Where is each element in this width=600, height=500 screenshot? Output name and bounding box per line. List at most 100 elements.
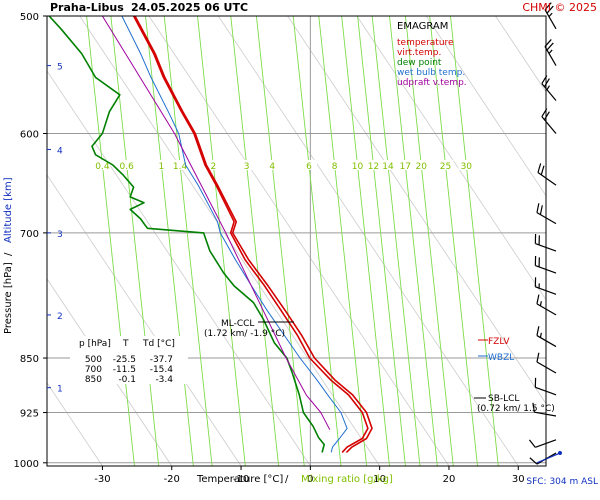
mixing-ratio-label: 30 (461, 162, 473, 172)
wind-barb-half-feather (548, 12, 553, 18)
wind-barb-feather (536, 352, 540, 363)
x-axis-label-mixing: Mixing ratio [g/kg] (301, 474, 393, 485)
wind-barb (541, 75, 557, 101)
dry-adiabat-line (287, 16, 546, 405)
x-tick-label: 0 (307, 474, 313, 485)
dry-adiabat-line (425, 16, 546, 197)
mixing-ratio-label: 8 (332, 162, 338, 172)
y-tick-label: 850 (20, 354, 39, 365)
table-cell: -3.4 (155, 375, 173, 385)
wind-barb-feather (528, 439, 536, 448)
x-axis-separator: / (285, 474, 289, 485)
table-cell: -0.1 (118, 375, 136, 385)
wind-barb-feather (532, 402, 535, 413)
x-tick-label: 30 (512, 474, 525, 485)
mixing-ratio-label: 14 (382, 162, 394, 172)
series-line-dew-point (48, 16, 325, 453)
wind-barb-feather (546, 5, 554, 14)
x-tick-label: -10 (233, 474, 249, 485)
y-tick-label: 1000 (14, 459, 39, 470)
wind-barb-shaft (544, 46, 557, 66)
mixing-ratio-line (357, 16, 406, 466)
table-cell: 700 (85, 365, 102, 375)
dry-adiabat-line (47, 174, 242, 466)
altitude-tick-label: 4 (57, 146, 63, 156)
altitude-tick-label: 1 (57, 385, 63, 395)
wind-barb-half-feather (546, 85, 550, 91)
mixing-ratio-lines: 0.4 0.6 1 1.4 2 3 4 6 8 10 12 14 17 20 25 30 (86, 16, 499, 466)
mixing-ratio-label-bg (397, 159, 414, 170)
table-background (70, 336, 188, 384)
wind-barb (532, 402, 557, 417)
mixing-ratio-line (404, 16, 454, 466)
x-axis-label: Temperature [°C] (196, 474, 283, 485)
mixing-ratio-label-bg (205, 159, 222, 170)
credit-label: CHMI © 2025 (522, 1, 597, 14)
sb-lcl-label: SB-LCL (488, 394, 519, 404)
wind-barb-feather (536, 203, 540, 213)
dry-adiabat-line (217, 16, 519, 466)
legend-virt-temp: virt.temp. (397, 48, 441, 58)
series-line-virt-temp (134, 16, 373, 453)
wind-barb-shaft (541, 116, 557, 134)
mixing-ratio-line (318, 16, 368, 466)
mixing-ratio-label-bg (326, 159, 343, 170)
mixing-ratio-label: 10 (352, 162, 364, 172)
legend-updraft: udpraft v.temp. (397, 78, 467, 88)
mixing-ratio-label: 2 (210, 162, 216, 172)
wind-barb-feather (543, 78, 550, 87)
legend-wet-bulb: wet bulb temp. (397, 68, 465, 78)
dry-adiabat-line (47, 70, 311, 466)
y-tick-label: 925 (20, 409, 39, 420)
wind-barb-feather (544, 2, 552, 11)
mixing-ratio-line (197, 16, 246, 466)
mixing-ratio-label-bg (379, 159, 396, 170)
altitude-tick-label: 2 (57, 312, 63, 322)
legend-temperature: temperature (397, 38, 454, 48)
mixing-ratio-label-bg (172, 159, 189, 170)
station-name: Praha-Libus (50, 1, 124, 14)
mixing-ratio-label: 20 (416, 162, 428, 172)
table-cell: -37.7 (150, 355, 173, 365)
mixing-ratio-label-bg (153, 159, 170, 170)
table-header-t: T (122, 339, 129, 349)
y-tick-label: 600 (20, 130, 39, 141)
table-header-td: Td [°C] (142, 339, 175, 349)
mixing-ratio-line (341, 16, 390, 466)
mixing-ratio-label-bg (238, 159, 255, 170)
table-cell: 500 (85, 355, 102, 365)
y-axis-label: Pressure [hPa] (3, 262, 14, 334)
legend-dew-point: dew point (397, 58, 442, 68)
mixing-ratio-line (389, 16, 438, 466)
mixing-ratio-label: 0.6 (120, 162, 135, 172)
ml-ccl-label: ML-CCL (221, 319, 254, 329)
wind-barb-feather (536, 326, 540, 336)
mixing-ratio-line (255, 16, 305, 466)
wind-barb-feather (540, 165, 545, 175)
x-tick-label: -30 (94, 474, 110, 485)
wind-barb-half-feather (548, 49, 553, 54)
x-tick-label: 20 (443, 474, 456, 485)
sb-lcl-detail: (0.72 km/ 1.5 °C) (477, 404, 555, 414)
dry-adiabat-line (565, 16, 600, 466)
surface-elevation: SFC: 304 m ASL (526, 477, 598, 487)
wind-barb (537, 163, 557, 186)
mixing-ratio-label-bg (300, 159, 317, 170)
wbzl-label: WBZL (488, 353, 514, 363)
grid-layer (47, 16, 600, 466)
mixing-ratio-line (110, 16, 160, 466)
mixing-ratio-label-bg (264, 159, 281, 170)
series-line-udpraft-v-temp (101, 16, 331, 430)
wind-barb-half-feather (539, 301, 542, 307)
y-axis-label-altitude: Altitude [km] (3, 177, 14, 243)
fzlv-label: FZLV (488, 337, 510, 347)
wind-barb (544, 2, 557, 30)
surface-wind-dot (558, 451, 562, 456)
mixing-ratio-line (86, 16, 135, 466)
mixing-ratio-line (145, 16, 194, 466)
wind-barb-half-feather (539, 332, 542, 338)
mixing-ratio-label: 12 (368, 162, 379, 172)
plot-frame (46, 15, 547, 467)
